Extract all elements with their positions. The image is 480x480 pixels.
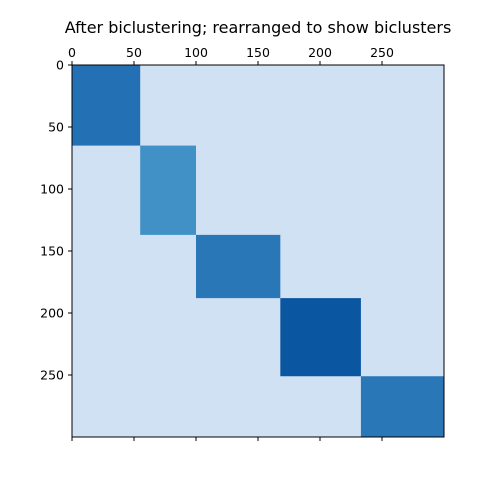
x-axis-ticks: 0 50 100 150 200 250	[68, 45, 394, 441]
x-tick-label: 100	[184, 45, 208, 60]
y-tick-label: 50	[48, 120, 64, 135]
bicluster-block-3	[196, 234, 281, 299]
bicluster-block-1	[72, 65, 141, 146]
y-axis-ticks: 0 50 100 150 200 250	[40, 58, 72, 383]
bicluster-block-2	[140, 145, 196, 235]
x-tick-label: 0	[68, 45, 76, 60]
x-tick-label: 50	[126, 45, 142, 60]
y-tick-label: 150	[40, 244, 64, 259]
plot-frame	[71, 64, 445, 438]
y-tick-label: 250	[40, 368, 64, 383]
y-tick-label: 0	[56, 58, 64, 73]
x-tick-label: 200	[308, 45, 332, 60]
x-tick-label: 150	[246, 45, 270, 60]
heatmap-plot-area	[72, 65, 444, 437]
chart-title: After biclustering; rearranged to show b…	[65, 18, 452, 37]
x-tick-label: 250	[370, 45, 394, 60]
bicluster-block-4	[280, 298, 361, 377]
y-tick-label: 100	[40, 182, 64, 197]
bicluster-block-5	[360, 376, 444, 437]
y-tick-label: 200	[40, 306, 64, 321]
